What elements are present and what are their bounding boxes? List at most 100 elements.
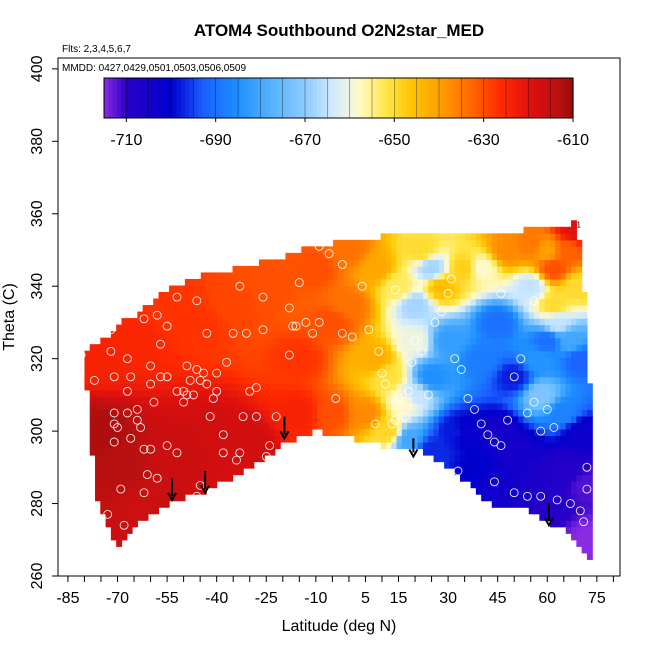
heat-cell [322, 383, 329, 391]
heat-cell [179, 389, 186, 397]
heat-cell [221, 357, 228, 365]
data-point [172, 448, 182, 458]
heat-cell [280, 337, 287, 345]
heat-cell [571, 370, 577, 378]
heat-cell [232, 383, 239, 391]
heat-cell [433, 265, 440, 274]
heat-cell [528, 487, 535, 495]
data-point [109, 372, 119, 382]
heat-cell [370, 292, 376, 300]
heat-cell [438, 376, 445, 384]
heat-cell [296, 318, 302, 326]
heat-cell [375, 402, 382, 410]
heat-cell [116, 448, 123, 456]
colorbar-segment [402, 78, 408, 118]
y-tick-label: 300 [29, 418, 46, 445]
heat-cell [581, 494, 588, 502]
heat-cell [528, 337, 535, 345]
heat-cell [502, 389, 509, 397]
heat-cell [497, 298, 503, 306]
heat-cell [227, 278, 234, 287]
heat-cell [269, 435, 276, 443]
heat-cell [116, 494, 123, 502]
heat-cell [184, 481, 191, 489]
heat-cell [132, 363, 138, 371]
data-point [172, 292, 182, 302]
heat-cell [121, 422, 128, 430]
heat-cell [555, 441, 562, 450]
data-point [189, 390, 198, 400]
heat-cell [518, 357, 525, 365]
heat-cell [84, 350, 91, 358]
heat-cell [375, 298, 382, 306]
heat-cell [243, 292, 250, 300]
heat-cell [206, 324, 212, 332]
heat-cell [285, 298, 292, 306]
heat-cell [444, 233, 451, 241]
heat-cell [163, 422, 170, 430]
heat-cell [200, 331, 207, 339]
heat-cell [343, 357, 350, 365]
heat-cell [385, 318, 392, 326]
heat-cell [327, 383, 334, 391]
heat-cell [333, 278, 339, 287]
heat-cell [549, 298, 556, 306]
heat-cell [259, 350, 265, 358]
heat-cell [385, 305, 392, 313]
heat-cell [333, 252, 339, 260]
heat-cell [227, 455, 234, 463]
heat-cell [475, 402, 482, 410]
heat-cell [470, 474, 477, 482]
heat-cell [142, 500, 149, 508]
heat-cell [105, 337, 112, 345]
data-point [258, 325, 268, 335]
heat-cell [465, 402, 472, 410]
heat-cell [327, 396, 334, 404]
heat-cell [227, 318, 234, 326]
heat-cell [428, 350, 435, 358]
heat-cell [460, 435, 466, 443]
data-point [142, 470, 152, 480]
heat-cell [301, 298, 308, 306]
heat-cell [401, 422, 408, 430]
heat-cell [507, 389, 514, 397]
heat-cell [391, 246, 398, 254]
heat-cell [264, 337, 271, 345]
colorbar-segment [398, 78, 404, 118]
heat-cell [153, 376, 160, 384]
heat-cell [534, 507, 540, 515]
heat-cell [560, 448, 567, 456]
heat-cell [174, 357, 181, 365]
heat-cell [465, 278, 472, 287]
heat-cell [269, 337, 276, 345]
heat-cell [571, 533, 577, 541]
heat-cell [380, 311, 387, 319]
colorbar-tick-label: -670 [289, 132, 321, 149]
heat-cell [385, 259, 392, 267]
heat-cell [560, 396, 567, 404]
heat-cell [169, 461, 175, 469]
heat-cell [586, 513, 593, 521]
heat-cell [116, 500, 123, 508]
heat-cell [391, 331, 398, 339]
heat-cell [359, 252, 366, 260]
heat-cell [528, 448, 535, 456]
heat-cell [497, 389, 503, 397]
data-point [271, 412, 281, 422]
heat-cell [470, 311, 477, 319]
heat-cell [343, 246, 350, 254]
heat-cell [190, 422, 197, 430]
heat-cell [576, 311, 583, 319]
y-tick-label: 360 [29, 200, 46, 227]
heat-cell [343, 298, 350, 306]
heat-cell [169, 422, 175, 430]
heat-cell [333, 409, 339, 417]
heat-cell [333, 350, 339, 358]
heat-cell [428, 389, 435, 397]
heat-cell [243, 278, 250, 287]
heat-cell [539, 363, 546, 371]
heat-cell [422, 324, 429, 332]
heat-cell [195, 474, 202, 482]
heat-cell [396, 350, 403, 358]
heat-cell [95, 363, 101, 371]
